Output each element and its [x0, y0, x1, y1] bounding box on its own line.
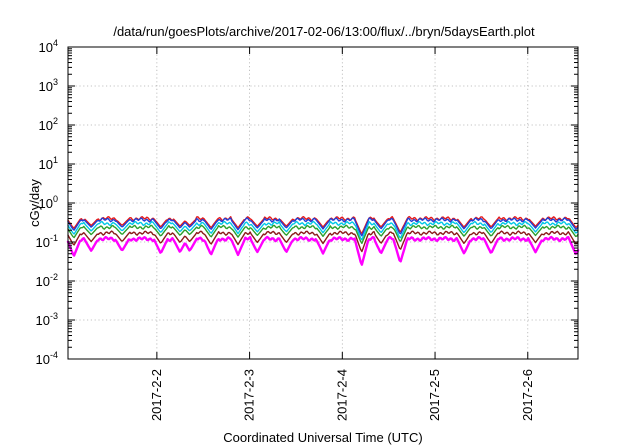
y-tick-label: 100 — [39, 194, 58, 211]
series-line — [67, 220, 579, 241]
series-line — [66, 235, 580, 266]
series-group — [66, 215, 580, 266]
plot-frame — [67, 46, 579, 360]
series-line — [67, 230, 579, 253]
x-tick-label: 2017-2-5 — [427, 369, 442, 421]
x-axis: 2017-2-2 2017-2-3 2017-2-4 2017-2-5 2017-2-6 — [149, 47, 535, 421]
y-tick-label: 10-4 — [36, 350, 58, 367]
series-line — [67, 217, 579, 237]
series-line — [67, 215, 579, 235]
x-tick-label: 2017-2-3 — [242, 369, 257, 421]
series-line — [67, 224, 579, 245]
y-tick-label: 10-3 — [36, 311, 58, 328]
y-tick-label: 101 — [39, 155, 58, 172]
y-tick-label: 103 — [39, 77, 58, 94]
y-axis: 10-4 10-3 10-2 10-1 100 101 102 103 104 — [36, 38, 578, 367]
chart-title: /data/run/goesPlots/archive/2017-02-06/1… — [113, 24, 535, 39]
y-axis-label: cGy/day — [27, 179, 42, 227]
y-tick-label: 104 — [39, 38, 58, 55]
x-tick-label: 2017-2-2 — [149, 369, 164, 421]
y-tick-label: 10-1 — [36, 233, 58, 250]
y-tick-label: 10-2 — [36, 272, 58, 289]
x-axis-label: Coordinated Universal Time (UTC) — [223, 430, 422, 445]
grid — [68, 47, 578, 359]
x-tick-label: 2017-2-6 — [520, 369, 535, 421]
y-tick-label: 102 — [39, 116, 58, 133]
x-tick-label: 2017-2-4 — [334, 369, 349, 421]
